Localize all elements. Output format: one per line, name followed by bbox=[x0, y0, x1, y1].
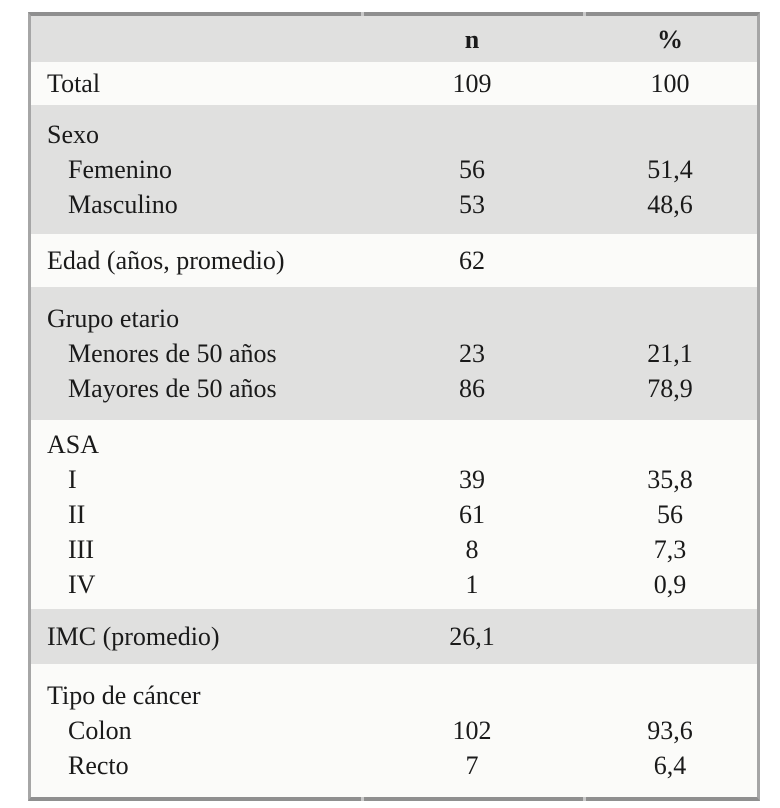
row-label: Edad (años, promedio) bbox=[47, 246, 285, 275]
column-divider-mark bbox=[361, 797, 364, 801]
column-divider-mark bbox=[361, 12, 364, 16]
row-value-pct: 7,3 bbox=[653, 535, 687, 564]
row-value-n bbox=[361, 301, 583, 336]
table-section: Edad (años, promedio) 62 bbox=[31, 234, 757, 287]
table-row: Sexo bbox=[31, 117, 757, 152]
row-value-n: 61 bbox=[459, 500, 485, 529]
row-value-pct: 100 bbox=[650, 69, 690, 98]
row-label: Sexo bbox=[47, 120, 99, 149]
header-cell-pct: % bbox=[657, 24, 683, 54]
table-row: Colon 102 93,6 bbox=[31, 713, 757, 748]
row-value-n bbox=[361, 117, 583, 152]
table-row: I 39 35,8 bbox=[31, 462, 757, 497]
table-section: Tipo de cáncer Colon 102 93,6 Recto 7 6,4 bbox=[31, 664, 757, 797]
row-value-n bbox=[361, 678, 583, 713]
row-value-pct bbox=[583, 619, 757, 654]
row-label: Total bbox=[47, 69, 101, 98]
row-value-n: 8 bbox=[465, 535, 479, 564]
row-label: III bbox=[68, 535, 94, 564]
row-value-pct bbox=[583, 117, 757, 152]
row-label: ASA bbox=[47, 430, 100, 459]
row-label: Femenino bbox=[68, 155, 172, 184]
table-header-row: n % bbox=[31, 16, 757, 62]
row-value-pct: 6,4 bbox=[653, 751, 687, 780]
table-row: Total 109 100 bbox=[31, 66, 757, 101]
row-value-pct bbox=[583, 301, 757, 336]
row-label: I bbox=[68, 465, 77, 494]
row-value-pct: 21,1 bbox=[647, 339, 693, 368]
table-row: III 8 7,3 bbox=[31, 532, 757, 567]
table-row: Edad (años, promedio) 62 bbox=[31, 243, 757, 278]
row-value-n: 1 bbox=[465, 570, 479, 599]
row-value-n: 62 bbox=[459, 246, 485, 275]
row-label: II bbox=[68, 500, 86, 529]
row-value-pct bbox=[583, 427, 757, 462]
row-label: IV bbox=[68, 570, 96, 599]
row-value-n: 56 bbox=[459, 155, 485, 184]
row-value-n: 39 bbox=[459, 465, 485, 494]
row-label: Tipo de cáncer bbox=[47, 681, 201, 710]
row-value-pct: 48,6 bbox=[647, 190, 693, 219]
table-row: ASA bbox=[31, 427, 757, 462]
row-value-pct: 93,6 bbox=[647, 716, 693, 745]
header-cell-n: n bbox=[464, 24, 480, 54]
patient-characteristics-table: n % Total 109 100 Sexo Femenino 56 51,4 Masculi… bbox=[28, 12, 760, 801]
table-row: IMC (promedio) 26,1 bbox=[31, 619, 757, 654]
table-row: Tipo de cáncer bbox=[31, 678, 757, 713]
row-label: Grupo etario bbox=[47, 304, 180, 333]
table-body: Total 109 100 Sexo Femenino 56 51,4 Masculino 53… bbox=[31, 62, 757, 797]
table-row: Recto 7 6,4 bbox=[31, 748, 757, 783]
column-divider-mark bbox=[583, 12, 586, 16]
row-value-pct: 35,8 bbox=[647, 465, 693, 494]
row-value-n: 53 bbox=[459, 190, 485, 219]
row-label: Mayores de 50 años bbox=[68, 374, 277, 403]
row-value-n bbox=[361, 427, 583, 462]
table-section: Grupo etario Menores de 50 años 23 21,1 Mayo… bbox=[31, 287, 757, 420]
row-value-pct: 51,4 bbox=[647, 155, 693, 184]
table-row: IV 1 0,9 bbox=[31, 567, 757, 602]
table-row: Masculino 53 48,6 bbox=[31, 187, 757, 222]
table-row: Grupo etario bbox=[31, 301, 757, 336]
table-row: Mayores de 50 años 86 78,9 bbox=[31, 371, 757, 406]
table-row: Menores de 50 años 23 21,1 bbox=[31, 336, 757, 371]
table-section: Sexo Femenino 56 51,4 Masculino 53 48,6 bbox=[31, 105, 757, 234]
table-section: Total 109 100 bbox=[31, 62, 757, 105]
row-value-pct bbox=[583, 678, 757, 713]
table-section: IMC (promedio) 26,1 bbox=[31, 609, 757, 664]
row-value-n: 109 bbox=[452, 69, 492, 98]
row-value-n: 26,1 bbox=[449, 622, 495, 651]
table-section: ASA I 39 35,8 II 61 56 III 8 7,3 IV 1 0,9 bbox=[31, 420, 757, 609]
row-value-pct bbox=[583, 243, 757, 278]
column-divider-mark bbox=[583, 797, 586, 801]
row-label: Recto bbox=[68, 751, 129, 780]
table-row: Femenino 56 51,4 bbox=[31, 152, 757, 187]
row-value-n: 102 bbox=[452, 716, 492, 745]
row-value-pct: 56 bbox=[657, 500, 683, 529]
row-label: Masculino bbox=[68, 190, 178, 219]
row-label: Colon bbox=[68, 716, 132, 745]
row-value-n: 7 bbox=[465, 751, 479, 780]
row-label: Menores de 50 años bbox=[68, 339, 277, 368]
row-label: IMC (promedio) bbox=[47, 622, 220, 651]
row-value-pct: 0,9 bbox=[653, 570, 687, 599]
row-value-n: 86 bbox=[459, 374, 485, 403]
row-value-n: 23 bbox=[459, 339, 485, 368]
row-value-pct: 78,9 bbox=[647, 374, 693, 403]
table-row: II 61 56 bbox=[31, 497, 757, 532]
